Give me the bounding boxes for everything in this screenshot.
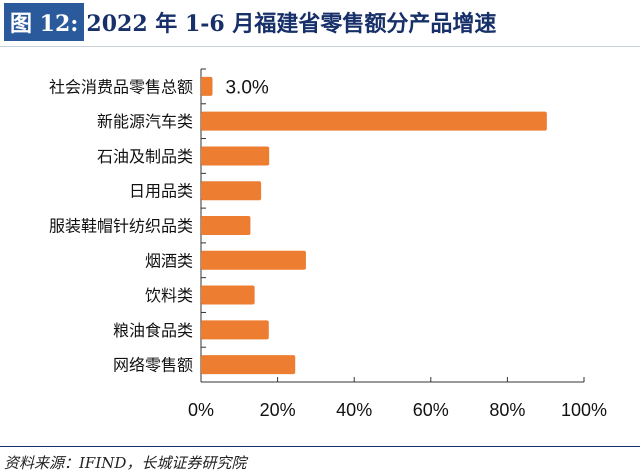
x-tick-label: 20% <box>260 400 296 420</box>
bar <box>201 111 547 131</box>
x-tick-label: 0% <box>188 400 214 420</box>
category-label: 网络零售额 <box>113 356 193 375</box>
bar <box>201 216 251 235</box>
data-label: 3.0% <box>225 77 268 98</box>
x-tick-label: 60% <box>413 400 449 420</box>
source-note: 资料来源：IFIND，长城证券研究院 <box>4 454 247 472</box>
category-label: 日用品类 <box>129 182 193 201</box>
category-label: 服装鞋帽针纺织品类 <box>49 217 193 236</box>
figure-label: 图 12: <box>4 3 85 41</box>
category-label: 烟酒类 <box>145 251 193 270</box>
x-tick-label: 100% <box>561 400 607 420</box>
figure-title: 图 12: 2022 年 1-6 月福建省零售额分产品增速 <box>4 3 497 41</box>
bar <box>201 76 213 96</box>
bar <box>201 320 269 340</box>
category-label: 石油及制品类 <box>97 147 193 166</box>
bar-chart: 0% 20% 40% 60% 80% 100% 社会消费品零售总额新能源汽车类石油及制品类日… <box>49 68 607 420</box>
bar <box>201 285 255 305</box>
bar <box>201 146 270 166</box>
category-label: 饮料类 <box>145 286 193 305</box>
bar <box>201 250 306 270</box>
bar <box>201 355 296 375</box>
source-divider <box>0 446 640 447</box>
x-tick-label: 40% <box>336 400 372 420</box>
title-divider <box>0 46 640 47</box>
category-label: 社会消费品零售总额 <box>49 77 193 96</box>
bar <box>201 181 262 201</box>
category-label: 新能源汽车类 <box>97 112 193 131</box>
x-tick-label: 80% <box>489 400 525 420</box>
chart-title: 2022 年 1-6 月福建省零售额分产品增速 <box>86 11 497 37</box>
category-label: 粮油食品类 <box>113 321 193 340</box>
